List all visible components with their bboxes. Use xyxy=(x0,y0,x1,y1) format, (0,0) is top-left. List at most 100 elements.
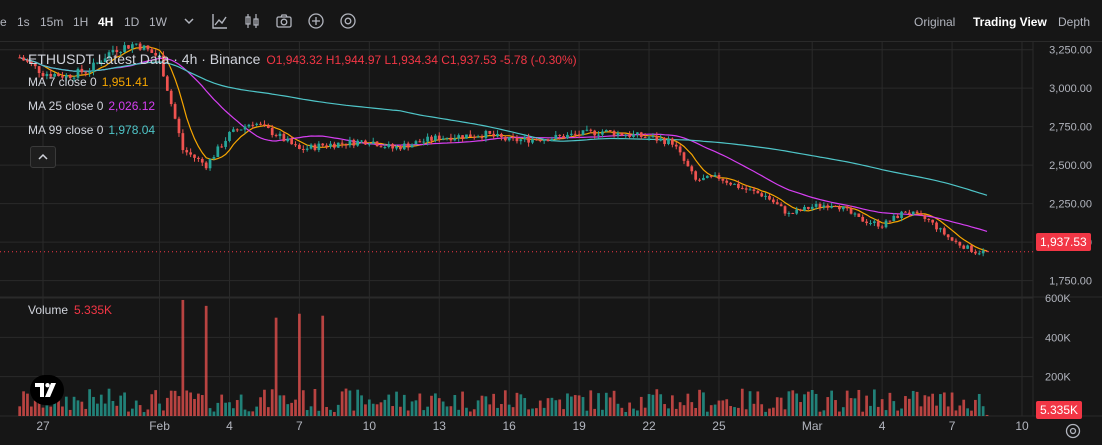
candle-body xyxy=(783,206,787,214)
candle-body xyxy=(457,135,461,139)
view-original[interactable]: Original xyxy=(914,15,956,29)
view-depth[interactable]: Depth xyxy=(1058,15,1091,29)
plus-circle-icon[interactable] xyxy=(307,12,325,30)
candle-body xyxy=(243,126,247,130)
volume-bar xyxy=(29,406,33,416)
volume-bar xyxy=(57,390,60,416)
volume-bar xyxy=(134,400,138,416)
volume-bar xyxy=(344,388,348,416)
volume-bar xyxy=(527,409,530,416)
candle-body xyxy=(958,241,962,246)
candle-body xyxy=(849,208,853,214)
volume-bar xyxy=(550,397,554,416)
candle-body xyxy=(169,90,173,105)
candle-body xyxy=(468,134,472,137)
volume-bar xyxy=(45,405,49,416)
price-axis[interactable]: 3,250.00 3,000.00 2,750.00 2,500.00 2,250.00… xyxy=(36,45,1092,433)
volume-bar xyxy=(966,408,969,416)
timeframe-4h[interactable]: 4H xyxy=(98,15,114,29)
candle-body xyxy=(189,152,192,155)
candle-body xyxy=(430,136,433,141)
timeframe-1d[interactable]: 1D xyxy=(124,15,140,29)
candle-body xyxy=(511,137,515,139)
volume-bar xyxy=(204,305,208,416)
camera-icon[interactable] xyxy=(275,12,293,30)
volume-bar xyxy=(515,392,519,416)
timeframe-1w[interactable]: 1W xyxy=(149,15,167,29)
volume-bar xyxy=(127,411,130,416)
view-trading-view[interactable]: Trading View xyxy=(973,15,1047,29)
candle-body xyxy=(538,139,542,142)
volume-bar xyxy=(849,398,853,416)
volume-bar xyxy=(290,402,293,416)
candle-body xyxy=(546,139,550,142)
candle-body xyxy=(500,133,503,138)
gear-icon[interactable] xyxy=(1064,422,1082,440)
volume-bar xyxy=(266,407,270,416)
candle-body xyxy=(437,135,441,140)
volume-bar xyxy=(301,390,305,416)
volume-bar xyxy=(325,406,328,416)
chart-toolbar: e 1s 15m 1H 4H 1D 1W Original Trading Vi… xyxy=(0,0,1102,42)
candle-body xyxy=(740,187,744,189)
legend-ma25[interactable]: MA 25 close 0 2,026.12 xyxy=(28,99,155,113)
candle-body xyxy=(698,179,701,181)
timeframe-15m[interactable]: 15m xyxy=(40,15,64,29)
timeframe-1h[interactable]: 1H xyxy=(73,15,89,29)
legend-ma7[interactable]: MA 7 close 0 1,951.41 xyxy=(28,75,148,89)
candle-body xyxy=(134,43,138,45)
volume-bar xyxy=(239,394,243,416)
candle-body xyxy=(387,144,391,148)
volume-bar xyxy=(721,400,725,416)
legend-ma99[interactable]: MA 99 close 0 1,978.04 xyxy=(28,123,155,137)
volume-bar xyxy=(255,406,259,416)
volume-bar xyxy=(169,390,173,416)
volume-bar xyxy=(573,395,577,416)
volume-legend-value: 5.335K xyxy=(74,303,113,317)
volume-bar xyxy=(492,393,496,416)
volume-bar xyxy=(228,402,231,416)
tradingview-logo[interactable] xyxy=(30,375,64,405)
chart-canvas[interactable]: 3,250.00 3,000.00 2,750.00 2,500.00 2,250.00… xyxy=(0,42,1102,445)
candle-body xyxy=(974,251,977,254)
chevron-down-icon[interactable] xyxy=(180,12,198,30)
volume-bar xyxy=(375,404,379,416)
volume-bar xyxy=(760,404,764,416)
time-tick-label: 7 xyxy=(949,419,956,433)
candle-body xyxy=(674,144,678,147)
volume-bar xyxy=(880,399,884,416)
candle-body xyxy=(523,137,527,140)
candle-body xyxy=(663,138,666,145)
candle-body xyxy=(29,61,33,64)
volume-bar xyxy=(263,389,266,416)
candle-body xyxy=(173,104,177,119)
volume-bar xyxy=(616,403,620,416)
volume-bar xyxy=(729,406,732,416)
volume-bar xyxy=(725,399,729,416)
candle-body xyxy=(61,76,64,78)
volume-bar xyxy=(68,409,72,416)
candle-body xyxy=(492,133,496,137)
volume-bar xyxy=(686,393,690,416)
replay-icon[interactable] xyxy=(339,12,357,30)
volume-bar xyxy=(235,400,239,416)
candle-body xyxy=(977,253,981,255)
volume-bar xyxy=(367,399,371,416)
candle-body xyxy=(542,139,546,142)
candlestick-icon[interactable] xyxy=(243,12,261,30)
volume-bar xyxy=(865,395,868,416)
indicator-icon[interactable] xyxy=(211,12,229,30)
candle-body xyxy=(76,68,80,78)
candle-body xyxy=(748,189,752,191)
candle-body xyxy=(806,206,810,209)
volume-tick-label: 600K xyxy=(1045,293,1071,305)
candle-body xyxy=(729,182,732,185)
candle-body xyxy=(53,73,57,77)
volume-bar xyxy=(480,395,484,416)
candle-body xyxy=(142,45,146,50)
candle-body xyxy=(853,213,857,215)
timeframe-1s[interactable]: 1s xyxy=(17,15,30,29)
volume-bar xyxy=(853,398,857,416)
candle-body xyxy=(162,55,165,77)
legend-collapse-button[interactable] xyxy=(30,146,56,168)
